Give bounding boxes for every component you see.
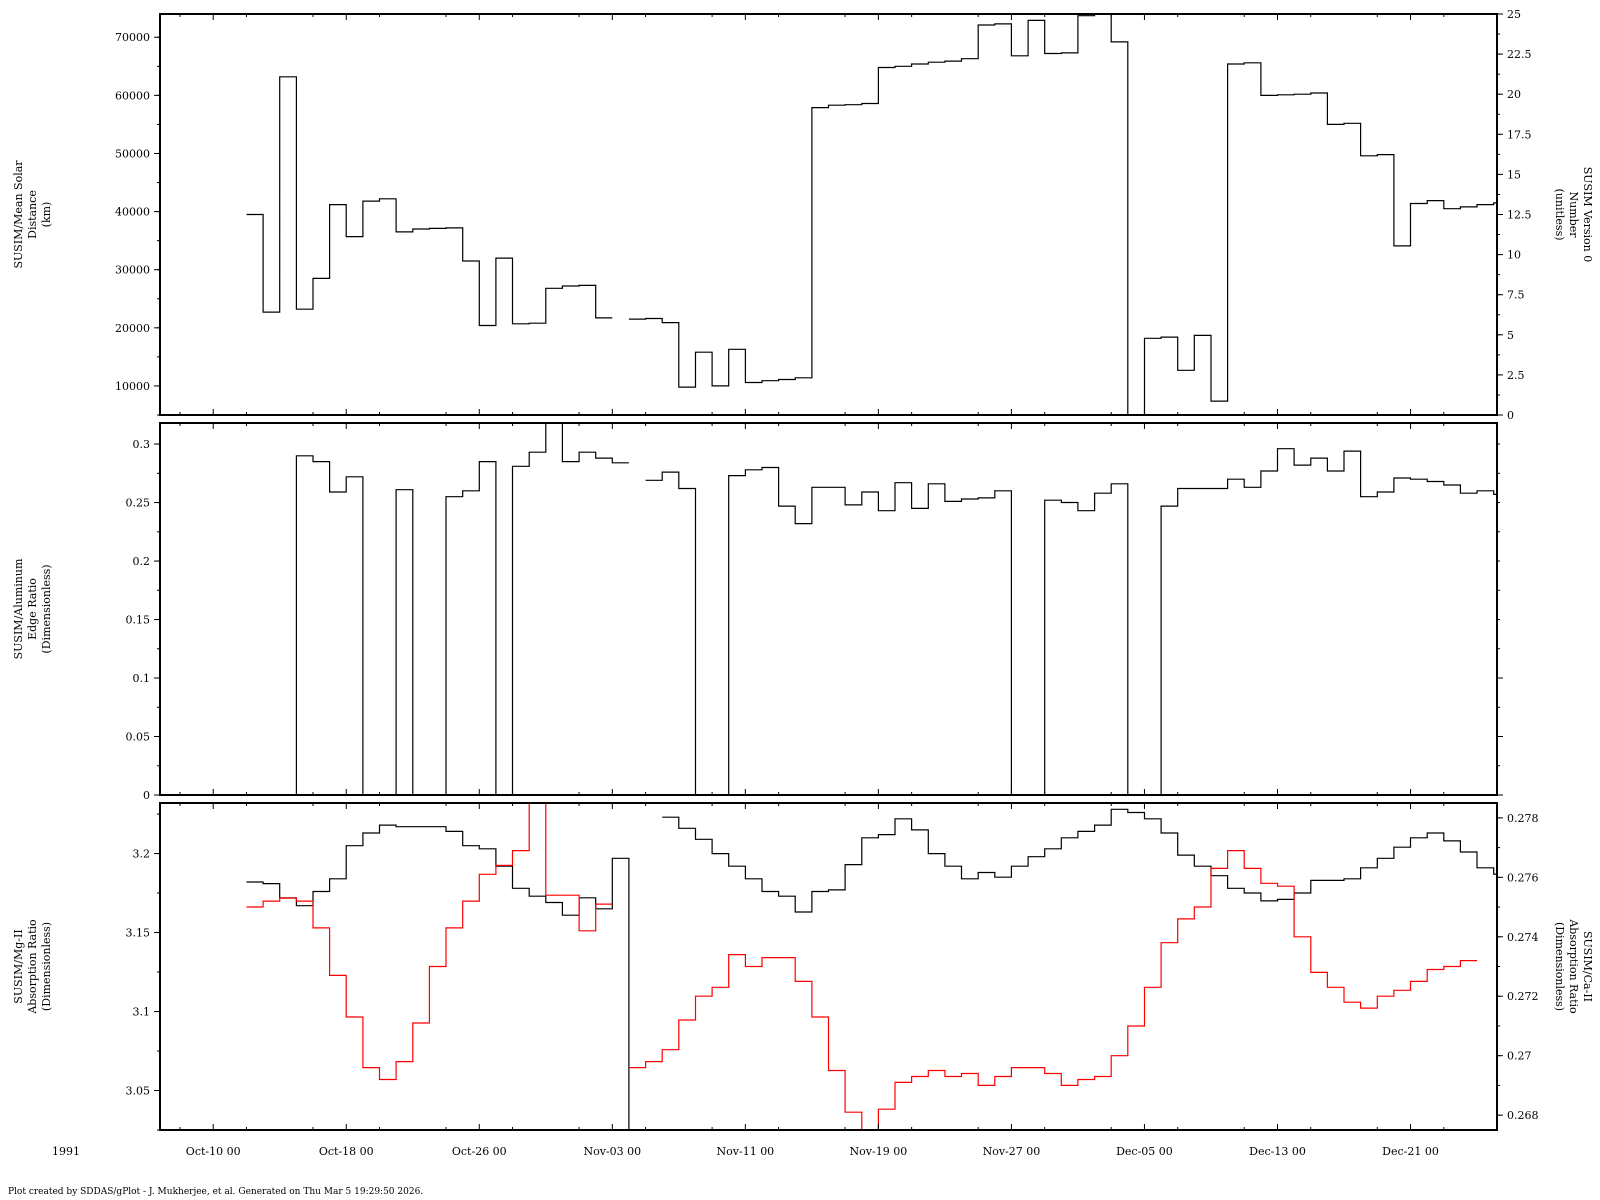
y-right-tick-label: 10 (1507, 249, 1521, 262)
y-tick-label: 50000 (115, 147, 150, 160)
y-tick-label: 0.15 (126, 614, 151, 627)
x-tick-label: Nov-11 00 (717, 1145, 775, 1158)
y-right-axis-title-line: (unitless) (1553, 188, 1566, 240)
y-tick-label: 60000 (115, 89, 150, 102)
y-right-tick-label: 25 (1507, 8, 1521, 21)
y-tick-label: 0.2 (133, 555, 151, 568)
y-right-tick-label: 20 (1507, 88, 1521, 101)
y-right-tick-label: 0 (1507, 409, 1514, 422)
y-right-axis-title-line: SUSIM Version 0 (1581, 167, 1594, 263)
plot-frame (159, 13, 1498, 416)
y-right-axis-title-line: Number (1567, 192, 1580, 239)
y-axis-title-line: (Dimensionless) (40, 564, 53, 653)
x-tick-label: Dec-05 00 (1116, 1145, 1173, 1158)
y-right-tick-label: 5 (1507, 329, 1514, 342)
y-right-tick-label: 0.276 (1507, 871, 1539, 884)
y-tick-label: 3.2 (133, 848, 151, 861)
panel-aluminum-edge-ratio: 0 0.05 0.1 0.15 0.2 0.25 0.3 SUSIM/AluminumEdge… (12, 422, 1503, 802)
panel-mean-solar-distance: 10000 20000 30000 40000 50000 60000 70000 0 2.5 5… (12, 8, 1594, 422)
y-tick-label: 0.1 (133, 672, 151, 685)
x-tick-label: Nov-03 00 (583, 1145, 641, 1158)
y-axis-title: SUSIM/AluminumEdge Ratio(Dimensionless) (12, 558, 53, 659)
y-tick-label: 3.15 (126, 927, 151, 940)
y-axis-title-line: (Dimensionless) (40, 922, 53, 1011)
plot-frame (159, 802, 1498, 1131)
y-tick-label: 0.05 (126, 731, 151, 744)
y-tick-label: 3.1 (133, 1006, 151, 1019)
y-axis-title-line: Distance (26, 190, 39, 239)
y-right-tick-label: 22.5 (1507, 48, 1532, 61)
y-axis-title-line: Edge Ratio (26, 578, 39, 640)
y-axis-title-line: Absorption Ratio (26, 919, 39, 1015)
y-tick-label: 20000 (115, 322, 150, 335)
x-tick-label: Nov-19 00 (850, 1145, 908, 1158)
y-right-tick-label: 12.5 (1507, 209, 1532, 222)
y-axis-title: SUSIM/Mg-IIAbsorption Ratio(Dimensionles… (12, 919, 53, 1015)
x-tick-label: Oct-18 00 (319, 1145, 374, 1158)
series-line-aluminum-edge-ratio-0 (279, 423, 1497, 795)
y-right-tick-label: 0.274 (1507, 931, 1539, 944)
y-axis-title-line: SUSIM/Mean Solar (12, 160, 25, 269)
y-tick-label: 70000 (115, 31, 150, 44)
y-right-axis-title-line: SUSIM/Ca-II (1581, 931, 1594, 1002)
y-right-tick-label: 17.5 (1507, 128, 1532, 141)
y-right-tick-label: 0.278 (1507, 812, 1539, 825)
y-right-axis-title: SUSIM Version 0Number(unitless) (1553, 167, 1594, 263)
y-tick-label: 0.25 (126, 497, 151, 510)
y-right-axis-title: SUSIM/Ca-IIAbsorption Ratio(Dimensionles… (1553, 918, 1594, 1014)
y-tick-label: 0 (143, 789, 150, 802)
y-tick-label: 30000 (115, 264, 150, 277)
plot-frame (159, 422, 1498, 796)
y-tick-label: 40000 (115, 206, 150, 219)
series-line-mg-ii-absorption-1 (246, 803, 1477, 1130)
y-right-tick-label: 15 (1507, 168, 1521, 181)
y-axis-title-line: SUSIM/Aluminum (12, 558, 25, 659)
x-tick-label: Dec-13 00 (1249, 1145, 1306, 1158)
y-tick-label: 10000 (115, 380, 150, 393)
y-axis-title-line: (km) (40, 202, 53, 228)
y-axis-title: SUSIM/Mean SolarDistance(km) (12, 160, 53, 269)
y-axis-title-line: SUSIM/Mg-II (12, 929, 25, 1003)
y-tick-label: 3.05 (126, 1085, 151, 1098)
y-right-tick-label: 0.27 (1507, 1050, 1532, 1063)
y-right-axis-title-line: (Dimensionless) (1553, 922, 1566, 1011)
x-tick-label: Oct-10 00 (186, 1145, 241, 1158)
y-tick-label: 0.3 (133, 438, 151, 451)
x-axis: Oct-10 00 Oct-18 00 Oct-26 00 Nov-03 00 Nov-… (186, 1145, 1439, 1158)
x-tick-label: Nov-27 00 (983, 1145, 1041, 1158)
y-right-tick-label: 0.272 (1507, 990, 1539, 1003)
footer-credit: Plot created by SDDAS/gPlot - J. Mukherj… (8, 1187, 423, 1197)
y-right-tick-label: 7.5 (1507, 289, 1525, 302)
series-line-mean-solar-distance-0 (246, 14, 1497, 415)
y-right-tick-label: 2.5 (1507, 369, 1525, 382)
y-right-axis-title-line: Absorption Ratio (1567, 918, 1580, 1014)
year-label: 1991 (52, 1145, 80, 1158)
y-right-tick-label: 0.268 (1507, 1109, 1539, 1122)
panel-mg-ii-ca-ii-absorption: 3.05 3.1 3.15 3.2 0.268 0.27 0.272 0.274 0.276 0.… (12, 802, 1594, 1131)
x-tick-label: Oct-26 00 (452, 1145, 507, 1158)
x-tick-label: Dec-21 00 (1382, 1145, 1439, 1158)
